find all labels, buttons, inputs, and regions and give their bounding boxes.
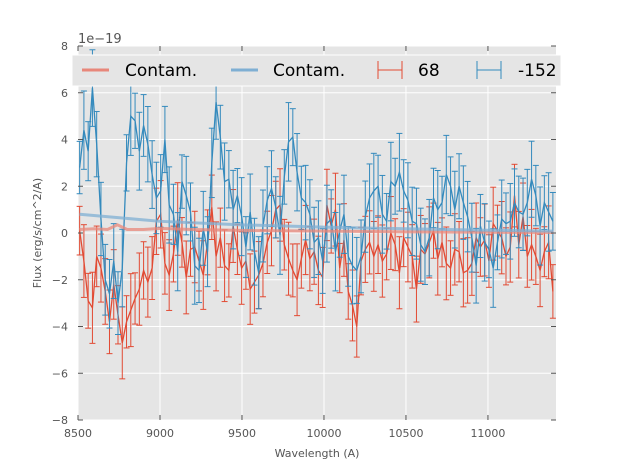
y-tick-label: 0 bbox=[61, 227, 68, 240]
legend-label: 68 bbox=[418, 61, 440, 81]
x-tick-label: 9000 bbox=[146, 427, 174, 440]
legend-label: Contam. bbox=[125, 61, 197, 81]
y-tick-label: 8 bbox=[61, 40, 68, 53]
x-tick-label: 9500 bbox=[228, 427, 256, 440]
x-tick-label: 10000 bbox=[306, 427, 341, 440]
y-tick-label: −2 bbox=[52, 274, 68, 287]
y-tick-label: 4 bbox=[61, 134, 68, 147]
x-tick-label: 11000 bbox=[470, 427, 505, 440]
series-layer bbox=[76, 49, 556, 380]
contam-line bbox=[79, 212, 554, 233]
legend-label: Contam. bbox=[273, 61, 345, 81]
y-offset-label: 1e−19 bbox=[78, 32, 122, 47]
x-tick-label: 10500 bbox=[388, 427, 423, 440]
x-axis-label: Wavelength (A) bbox=[275, 447, 360, 460]
legend: Contam. Contam. 68 -152 bbox=[71, 54, 562, 87]
x-tick-label: 8500 bbox=[64, 427, 92, 440]
y-tick-label: −8 bbox=[52, 414, 68, 427]
data-line bbox=[78, 88, 554, 304]
y-tick-label: 6 bbox=[61, 87, 68, 100]
y-axis-label: Flux (erg/s/cm^2/A) bbox=[31, 178, 44, 288]
y-tick-label: −4 bbox=[52, 321, 68, 334]
y-tick-label: 2 bbox=[61, 180, 68, 193]
contam-line bbox=[79, 223, 554, 235]
legend-label: -152 bbox=[518, 61, 557, 81]
y-tick-label: −6 bbox=[52, 367, 68, 380]
